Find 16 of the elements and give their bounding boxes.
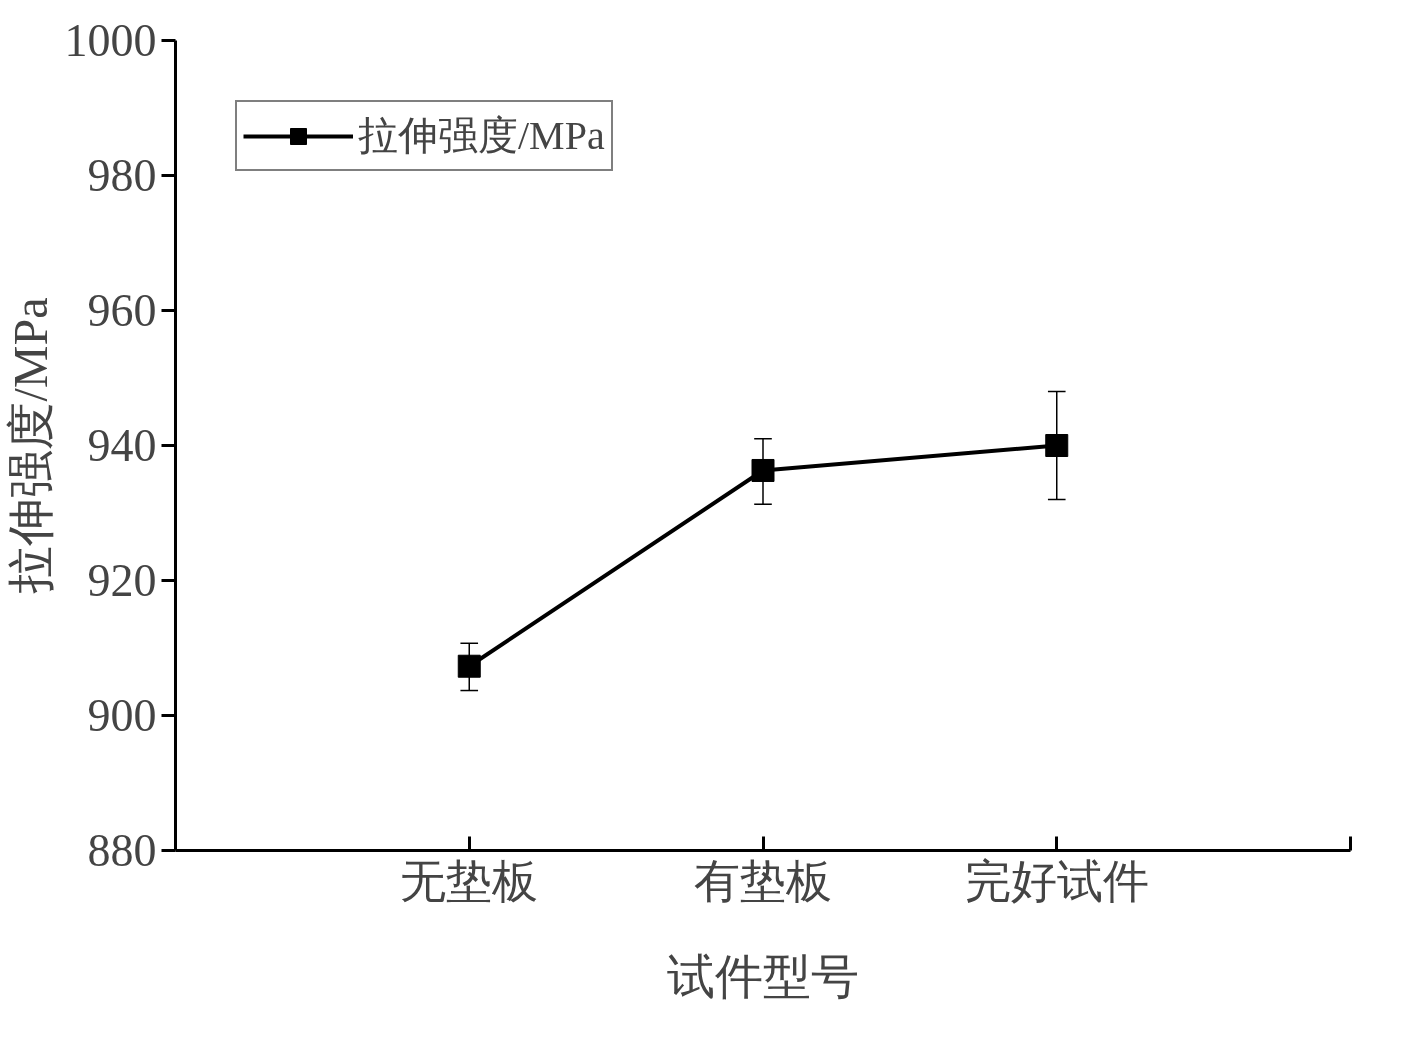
x-tick-label: 完好试件 [964,855,1149,907]
x-tick-label: 有垫板 [694,855,832,907]
y-axis-title: 拉伸强度/MPa [3,297,57,594]
x-tick-label: 无垫板 [400,855,539,907]
y-tick-label: 960 [87,285,157,336]
point [1045,434,1069,457]
y-tick-label: 920 [87,555,157,606]
y-tick-label: 900 [87,690,157,741]
y-tick-label: 980 [87,150,157,201]
point [751,458,775,482]
legend-label: 拉伸强度/MPa [358,112,605,160]
point [457,654,481,678]
y-tick-label: 1000 [64,15,157,66]
y-tick-label: 880 [87,825,157,876]
y-tick-label: 940 [87,420,157,471]
x-axis-title: 试件型号 [667,949,859,1003]
